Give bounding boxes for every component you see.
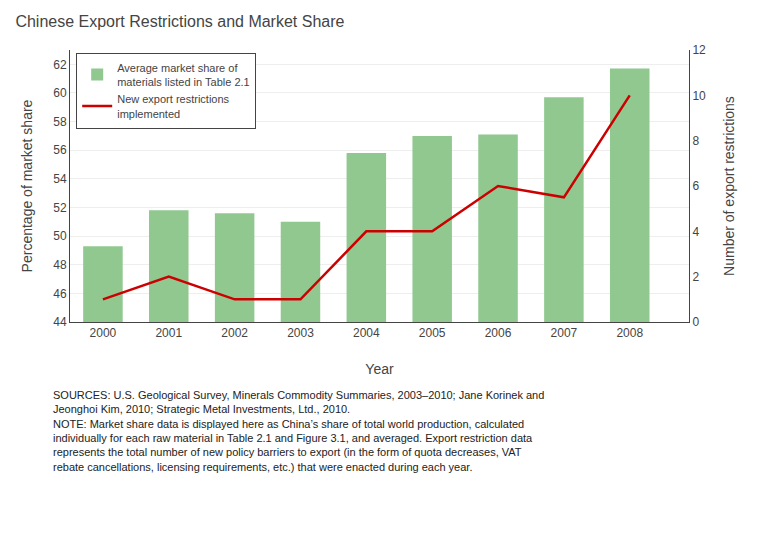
svg-text:46: 46 — [53, 287, 67, 301]
svg-text:2005: 2005 — [419, 326, 446, 340]
svg-text:56: 56 — [53, 143, 67, 157]
svg-text:SOURCES: U.S. Geological Surve: SOURCES: U.S. Geological Survey, Mineral… — [53, 389, 544, 473]
svg-text:52: 52 — [53, 201, 67, 215]
svg-text:4: 4 — [692, 225, 699, 239]
svg-text:2002: 2002 — [221, 326, 248, 340]
svg-text:2003: 2003 — [287, 326, 314, 340]
svg-text:Number of export restrictions: Number of export restrictions — [721, 96, 737, 276]
svg-text:Year: Year — [365, 361, 394, 377]
svg-text:2006: 2006 — [485, 326, 512, 340]
svg-text:48: 48 — [53, 258, 67, 272]
svg-text:60: 60 — [53, 86, 67, 100]
svg-text:2004: 2004 — [353, 326, 380, 340]
svg-text:0: 0 — [692, 315, 699, 329]
svg-text:2007: 2007 — [551, 326, 578, 340]
svg-text:44: 44 — [53, 315, 67, 329]
svg-text:Chinese Export Restrictions an: Chinese Export Restrictions and Market S… — [15, 13, 344, 30]
svg-text:10: 10 — [692, 89, 706, 103]
svg-text:2: 2 — [692, 270, 699, 284]
svg-text:12: 12 — [692, 43, 706, 57]
svg-text:2001: 2001 — [155, 326, 182, 340]
svg-text:Percentage of market share: Percentage of market share — [19, 99, 35, 272]
svg-text:New export restrictionsimpleme: New export restrictionsimplemented — [117, 93, 229, 119]
svg-text:54: 54 — [53, 172, 67, 186]
svg-text:8: 8 — [692, 134, 699, 148]
svg-text:62: 62 — [53, 58, 67, 72]
svg-text:50: 50 — [53, 229, 67, 243]
svg-text:2000: 2000 — [90, 326, 117, 340]
svg-text:2008: 2008 — [616, 326, 643, 340]
svg-text:Average market share ofmateria: Average market share ofmaterials listed … — [117, 62, 249, 88]
svg-text:58: 58 — [53, 115, 67, 129]
svg-text:6: 6 — [692, 179, 699, 193]
